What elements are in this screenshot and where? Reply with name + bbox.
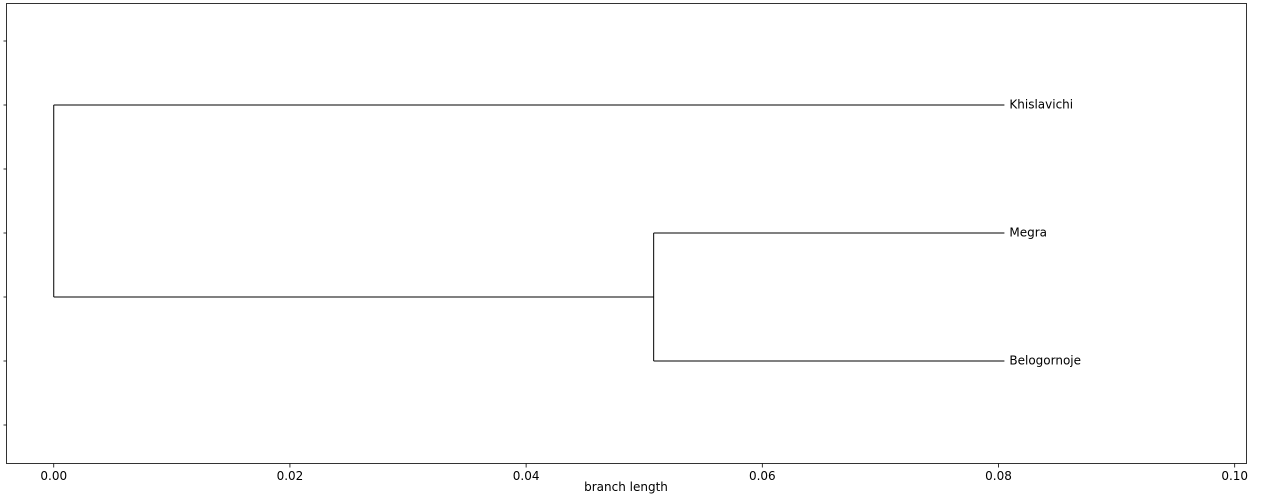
x-axis-title: branch length xyxy=(584,480,668,494)
tree-branches xyxy=(53,104,1005,362)
leaf-label: Megra xyxy=(1009,226,1047,240)
x-tick-label: 0.06 xyxy=(749,469,776,483)
y-axis-ticks xyxy=(3,40,7,426)
leaf-label: Khislavichi xyxy=(1009,98,1073,112)
x-tick-label: 0.04 xyxy=(513,469,540,483)
plot-frame xyxy=(6,3,1247,464)
x-tick-label: 0.00 xyxy=(40,469,67,483)
x-tick-label: 0.08 xyxy=(985,469,1012,483)
x-tick-label: 0.02 xyxy=(277,469,304,483)
leaf-label: Belogornoje xyxy=(1009,354,1081,368)
x-axis: 0.00 0.02 0.04 0.06 0.08 0.10 xyxy=(40,463,1248,483)
x-tick-label: 0.10 xyxy=(1221,469,1248,483)
leaf-labels: Khislavichi Megra Belogornoje xyxy=(1009,98,1081,368)
